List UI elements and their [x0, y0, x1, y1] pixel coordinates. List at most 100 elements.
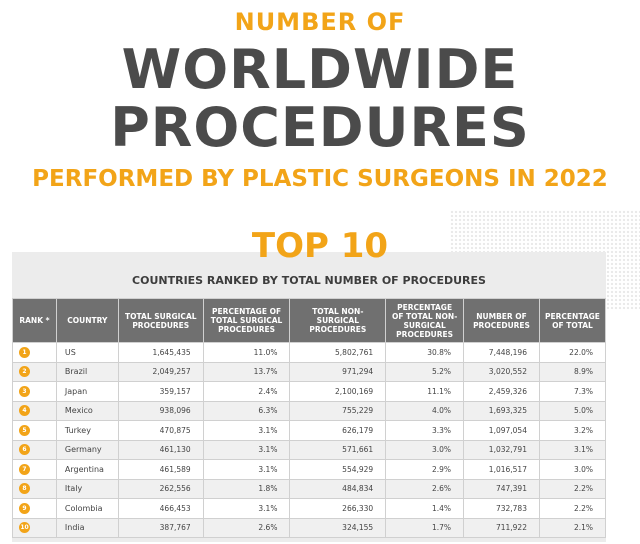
rank-cell: 1: [12, 342, 57, 363]
rank-cell: 3: [12, 381, 57, 402]
title-line-3: PROCEDURES: [110, 96, 530, 159]
value-cell: 30.8%: [385, 342, 465, 363]
value-cell: 324,155: [289, 517, 387, 538]
value-cell: 3,020,552: [463, 361, 540, 382]
value-cell: 5.2%: [385, 361, 465, 382]
value-cell: 554,929: [289, 459, 387, 480]
country-cell: India: [55, 517, 119, 538]
value-cell: 11.0%: [202, 342, 291, 363]
rank-cell: 5: [12, 420, 57, 441]
value-cell: 2.2%: [538, 478, 607, 499]
section-subheading: COUNTRIES RANKED BY TOTAL NUMBER OF PROC…: [132, 274, 486, 287]
value-cell: 4.0%: [385, 400, 465, 421]
rank-badge: 7: [19, 463, 30, 475]
value-cell: 2.4%: [202, 381, 291, 402]
value-cell: 466,453: [117, 498, 204, 519]
value-cell: 262,556: [117, 478, 204, 499]
table-row: 6 Germany 461,130 3.1% 571,661 3.0% 1,032,791 3…: [12, 439, 607, 460]
value-cell: 1,016,517: [463, 459, 540, 480]
country-cell: US: [55, 342, 119, 363]
value-cell: 711,922: [463, 517, 540, 538]
value-cell: 5,802,761: [289, 342, 387, 363]
table-row: 4 Mexico 938,096 6.3% 755,229 4.0% 1,693,325 5.…: [12, 400, 607, 421]
value-cell: 11.1%: [385, 381, 465, 402]
column-header: COUNTRY: [55, 298, 119, 343]
rank-badge: 4: [19, 405, 30, 417]
table-row: 5 Turkey 470,875 3.1% 626,179 3.3% 1,097,054 3.…: [12, 420, 607, 441]
rank-cell: 8: [12, 478, 57, 499]
value-cell: 6.3%: [202, 400, 291, 421]
value-cell: 3.1%: [538, 439, 607, 460]
rank-badge: 10: [19, 522, 30, 534]
table-row: 1 US 1,645,435 11.0% 5,802,761 30.8% 7,448,196…: [12, 342, 607, 363]
value-cell: 1.8%: [202, 478, 291, 499]
table-row: 10 India 387,767 2.6% 324,155 1.7% 711,922 2.1%: [12, 517, 607, 538]
title-line-2: WORLDWIDE: [121, 38, 519, 101]
rank-cell: 10: [12, 517, 57, 538]
value-cell: 1.4%: [385, 498, 465, 519]
country-cell: Colombia: [55, 498, 119, 519]
rank-cell: 9: [12, 498, 57, 519]
value-cell: 387,767: [117, 517, 204, 538]
value-cell: 13.7%: [202, 361, 291, 382]
value-cell: 3.1%: [202, 498, 291, 519]
value-cell: 1,097,054: [463, 420, 540, 441]
value-cell: 3.3%: [385, 420, 465, 441]
table-row: 8 Italy 262,556 1.8% 484,834 2.6% 747,391 2.2%: [12, 478, 607, 499]
value-cell: 8.9%: [538, 361, 607, 382]
value-cell: 3.1%: [202, 459, 291, 480]
rank-badge: 6: [19, 444, 30, 456]
value-cell: 2,459,326: [463, 381, 540, 402]
table-row: 9 Colombia 466,453 3.1% 266,330 1.4% 732,783 2.…: [12, 498, 607, 519]
country-cell: Turkey: [55, 420, 119, 441]
value-cell: 2.9%: [385, 459, 465, 480]
table-row: 2 Brazil 2,049,257 13.7% 971,294 5.2% 3,020,55…: [12, 361, 607, 382]
value-cell: 7.3%: [538, 381, 607, 402]
value-cell: 747,391: [463, 478, 540, 499]
rank-cell: 7: [12, 459, 57, 480]
value-cell: 22.0%: [538, 342, 607, 363]
rank-badge: 8: [19, 483, 30, 495]
value-cell: 1.7%: [385, 517, 465, 538]
value-cell: 3.0%: [538, 459, 607, 480]
value-cell: 626,179: [289, 420, 387, 441]
rank-cell: 2: [12, 361, 57, 382]
value-cell: 461,130: [117, 439, 204, 460]
value-cell: 3.1%: [202, 420, 291, 441]
value-cell: 3.1%: [202, 439, 291, 460]
value-cell: 938,096: [117, 400, 204, 421]
value-cell: 359,157: [117, 381, 204, 402]
country-cell: Brazil: [55, 361, 119, 382]
table-row: 7 Argentina 461,589 3.1% 554,929 2.9% 1,016,51…: [12, 459, 607, 480]
value-cell: 1,645,435: [117, 342, 204, 363]
value-cell: 2.1%: [538, 517, 607, 538]
country-cell: Germany: [55, 439, 119, 460]
value-cell: 5.0%: [538, 400, 607, 421]
rank-cell: 4: [12, 400, 57, 421]
rank-badge: 3: [19, 385, 30, 397]
country-cell: Argentina: [55, 459, 119, 480]
value-cell: 2,049,257: [117, 361, 204, 382]
title-line-4: PERFORMED BY PLASTIC SURGEONS IN 2022: [32, 166, 608, 192]
rank-badge: 5: [19, 424, 30, 436]
value-cell: 461,589: [117, 459, 204, 480]
value-cell: 755,229: [289, 400, 387, 421]
rank-badge: 1: [19, 346, 30, 358]
value-cell: 571,661: [289, 439, 387, 460]
column-header: RANK *: [12, 298, 57, 343]
country-cell: Italy: [55, 478, 119, 499]
value-cell: 1,032,791: [463, 439, 540, 460]
value-cell: 7,448,196: [463, 342, 540, 363]
rank-badge: 9: [19, 502, 30, 514]
section-heading: TOP 10: [251, 226, 389, 266]
value-cell: 266,330: [289, 498, 387, 519]
column-header: TOTAL SURGICAL PROCEDURES: [117, 298, 204, 343]
value-cell: 484,834: [289, 478, 387, 499]
value-cell: 1,693,325: [463, 400, 540, 421]
value-cell: 470,875: [117, 420, 204, 441]
value-cell: 2.6%: [385, 478, 465, 499]
country-cell: Mexico: [55, 400, 119, 421]
column-header: PERCENTAGE OF TOTAL SURGICAL PROCEDURES: [202, 298, 291, 343]
value-cell: 3.0%: [385, 439, 465, 460]
procedures-table: RANK * COUNTRY TOTAL SURGICAL PROCEDURES PE…: [12, 298, 607, 538]
